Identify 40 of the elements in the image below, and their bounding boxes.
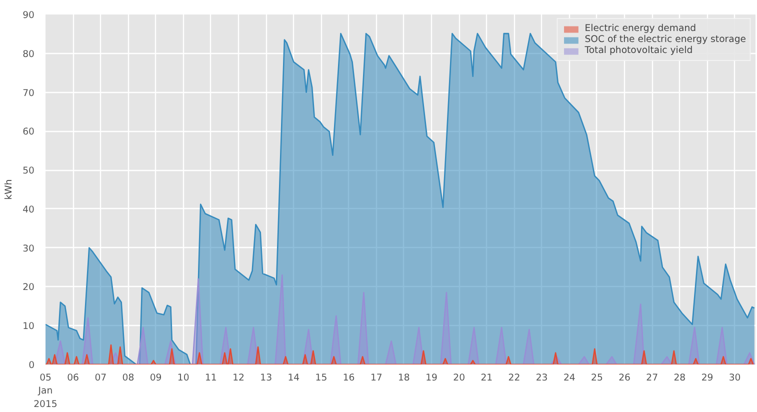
x-tick-label: 27 [646,372,658,384]
x-tick-label: 18 [398,372,410,384]
x-tick-label: 16 [342,372,355,384]
y-tick-label: 50 [22,166,35,177]
y-axis-title: kWh [4,179,15,200]
x-tick-label: 17 [370,372,382,384]
x-tick-label: 28 [674,372,686,384]
x-tick-label: 30 [728,372,741,384]
x-tick-label: 26 [618,372,631,384]
legend-label: SOC of the electric energy storage [584,34,746,45]
x-tick-label: 14 [288,372,300,384]
x-tick-label: 22 [508,372,520,384]
y-tick-label: 70 [22,88,35,99]
x-tick-label: 12 [232,372,244,384]
x-tick-label: 21 [480,372,493,384]
y-tick-label: 30 [22,243,35,254]
y-tick-label: 80 [22,48,35,60]
x-tick-label: 08 [122,372,134,384]
y-tick-label: 60 [22,126,35,138]
x-tick-label: 25 [591,372,603,384]
y-tick-label: 0 [28,360,35,371]
x-tick-label: 29 [701,372,714,384]
x-tick-label: 15 [315,372,328,384]
y-tick-label: 10 [22,321,35,332]
x-tick-label: 06 [67,372,80,384]
x-tick-label: 23 [536,372,548,384]
y-tick-label: 40 [22,204,35,216]
x-tick-label: 13 [260,372,272,384]
x-tick-label: 24 [563,372,576,384]
x-tick-label: 20 [453,372,466,384]
legend-label: Electric energy demand [584,23,696,34]
x-tick-label: 09 [150,372,162,384]
x-tick-label: 11 [205,372,217,384]
x-tick-label: 10 [177,372,190,384]
y-tick-label: 90 [22,10,35,21]
x-tick-label: 05 Jan 2015 [34,372,58,410]
legend-label: Total photovoltaic yield [584,45,693,56]
x-tick-label: 19 [426,372,438,384]
y-tick-label: 20 [22,282,35,294]
x-tick-label: 07 [94,372,107,384]
